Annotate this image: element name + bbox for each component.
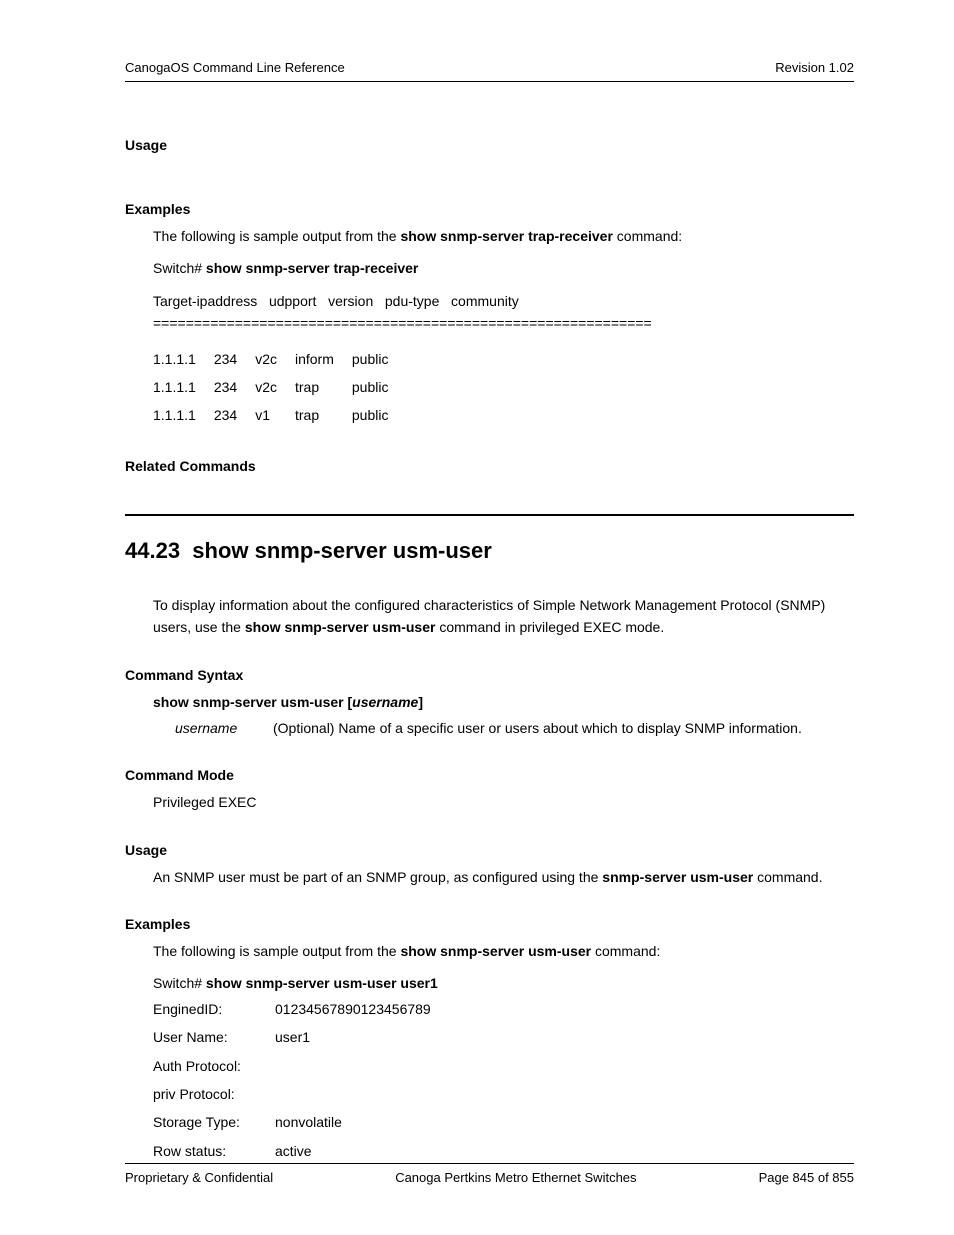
table-header-row: Target-ipaddress udpport version pdu-typ… xyxy=(153,290,854,312)
cell: trap xyxy=(295,401,352,429)
examples-intro-2: The following is sample output from the … xyxy=(153,940,854,962)
usage-section-2: Usage An SNMP user must be part of an SN… xyxy=(125,842,854,888)
command-name: show snmp-server usm-user xyxy=(245,619,436,635)
heading-title: show snmp-server usm-user xyxy=(192,538,492,563)
command-name: show snmp-server trap-receiver xyxy=(400,228,612,244)
examples-body-1: The following is sample output from the … xyxy=(153,225,854,430)
page-header: CanogaOS Command Line Reference Revision… xyxy=(125,60,854,82)
command-mode-section: Command Mode Privileged EXEC xyxy=(125,767,854,813)
kv-value xyxy=(275,1080,443,1108)
kv-key: EnginedID: xyxy=(153,995,275,1023)
footer-center: Canoga Pertkins Metro Ethernet Switches xyxy=(395,1170,636,1185)
usage-heading-2: Usage xyxy=(125,842,854,858)
syntax-line: show snmp-server usm-user [username] xyxy=(153,691,854,713)
cell: 1.1.1.1 xyxy=(153,345,214,373)
output-table: 1.1.1.1 234 v2c inform public 1.1.1.1 23… xyxy=(153,345,406,430)
cell: v1 xyxy=(255,401,295,429)
section-heading: 44.23 show snmp-server usm-user xyxy=(125,538,854,564)
prompt-line-2: Switch# show snmp-server usm-user user1 xyxy=(153,972,854,994)
text: show snmp-server usm-user [ xyxy=(153,694,352,710)
command-name: show snmp-server usm-user xyxy=(400,943,591,959)
table-row: 1.1.1.1 234 v2c inform public xyxy=(153,345,406,373)
param-name: username xyxy=(175,717,273,739)
text: An SNMP user must be part of an SNMP gro… xyxy=(153,869,602,885)
examples-body-2: The following is sample output from the … xyxy=(153,940,854,1165)
text: command: xyxy=(613,228,682,244)
kv-row: Row status:active xyxy=(153,1137,443,1165)
examples-section-2: Examples The following is sample output … xyxy=(125,916,854,1165)
cell: trap xyxy=(295,373,352,401)
command-name: snmp-server usm-user xyxy=(602,869,753,885)
text: command in privileged EXEC mode. xyxy=(435,619,664,635)
cell: 1.1.1.1 xyxy=(153,373,214,401)
command: show snmp-server trap-receiver xyxy=(206,260,418,276)
prompt: Switch# xyxy=(153,260,206,276)
examples-heading-1: Examples xyxy=(125,201,854,217)
command: show snmp-server usm-user user1 xyxy=(206,975,438,991)
usage-section: Usage xyxy=(125,137,854,153)
kv-key: User Name: xyxy=(153,1023,275,1051)
param-row: username (Optional) Name of a specific u… xyxy=(175,717,854,739)
text: command: xyxy=(591,943,660,959)
kv-row: Storage Type:nonvolatile xyxy=(153,1108,443,1136)
page-footer: Proprietary & Confidential Canoga Pertki… xyxy=(125,1163,854,1185)
table-row: 1.1.1.1 234 v2c trap public xyxy=(153,373,406,401)
command-mode-heading: Command Mode xyxy=(125,767,854,783)
header-left: CanogaOS Command Line Reference xyxy=(125,60,345,75)
kv-value: user1 xyxy=(275,1023,443,1051)
param: username xyxy=(352,694,418,710)
prompt: Switch# xyxy=(153,975,206,991)
examples-section-1: Examples The following is sample output … xyxy=(125,201,854,430)
kv-key: Storage Type: xyxy=(153,1108,275,1136)
text: The following is sample output from the xyxy=(153,228,400,244)
text: ] xyxy=(418,694,423,710)
cell: v2c xyxy=(255,373,295,401)
kv-row: Auth Protocol: xyxy=(153,1052,443,1080)
kv-key: Auth Protocol: xyxy=(153,1052,275,1080)
examples-intro-1: The following is sample output from the … xyxy=(153,225,854,247)
kv-key: priv Protocol: xyxy=(153,1080,275,1108)
command-syntax-section: Command Syntax show snmp-server usm-user… xyxy=(125,667,854,740)
usage-body: An SNMP user must be part of an SNMP gro… xyxy=(153,866,854,888)
kv-row: priv Protocol: xyxy=(153,1080,443,1108)
param-desc: (Optional) Name of a specific user or us… xyxy=(273,717,802,739)
kv-value xyxy=(275,1052,443,1080)
kv-value: active xyxy=(275,1137,443,1165)
text: command. xyxy=(753,869,822,885)
table-row: 1.1.1.1 234 v1 trap public xyxy=(153,401,406,429)
cell: 1.1.1.1 xyxy=(153,401,214,429)
page: CanogaOS Command Line Reference Revision… xyxy=(0,0,954,1235)
footer-left: Proprietary & Confidential xyxy=(125,1170,273,1185)
cell: public xyxy=(352,373,407,401)
cell: public xyxy=(352,345,407,373)
section-intro: To display information about the configu… xyxy=(153,594,854,639)
kv-table: EnginedID:01234567890123456789 User Name… xyxy=(153,995,443,1165)
table-rule: ========================================… xyxy=(153,312,854,334)
kv-value: nonvolatile xyxy=(275,1108,443,1136)
cell: inform xyxy=(295,345,352,373)
kv-row: User Name: user1 xyxy=(153,1023,443,1051)
cell: v2c xyxy=(255,345,295,373)
cell: public xyxy=(352,401,407,429)
kv-row: EnginedID:01234567890123456789 xyxy=(153,995,443,1023)
header-right: Revision 1.02 xyxy=(775,60,854,75)
section-rule xyxy=(125,514,854,516)
footer-right: Page 845 of 855 xyxy=(759,1170,854,1185)
kv-value: 01234567890123456789 xyxy=(275,995,443,1023)
cell: 234 xyxy=(214,345,255,373)
examples-heading-2: Examples xyxy=(125,916,854,932)
cell: 234 xyxy=(214,373,255,401)
text: The following is sample output from the xyxy=(153,943,400,959)
cell: 234 xyxy=(214,401,255,429)
usage-heading: Usage xyxy=(125,137,854,153)
related-commands-heading: Related Commands xyxy=(125,458,854,474)
heading-number: 44.23 xyxy=(125,538,180,563)
prompt-line-1: Switch# show snmp-server trap-receiver xyxy=(153,257,854,279)
command-syntax-heading: Command Syntax xyxy=(125,667,854,683)
command-mode-value: Privileged EXEC xyxy=(153,791,854,813)
kv-key: Row status: xyxy=(153,1137,275,1165)
